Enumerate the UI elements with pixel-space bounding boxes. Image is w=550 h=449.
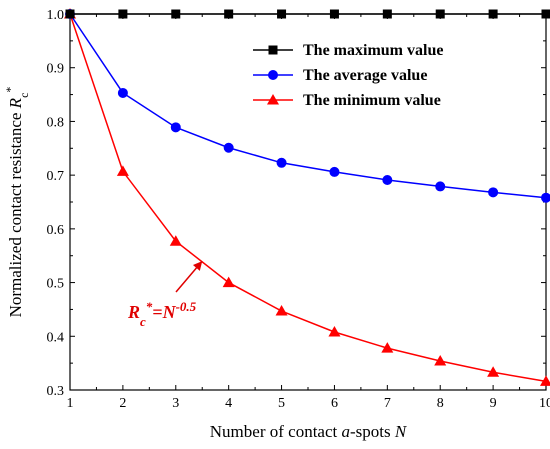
data-point <box>329 166 340 177</box>
x-tick-label: 10 <box>539 396 550 411</box>
x-tick-label: 5 <box>278 396 285 411</box>
annotation: Rc*=N-0.5 <box>127 260 203 329</box>
legend-entry: The maximum value <box>253 42 443 59</box>
legend-entry: The average value <box>253 67 427 84</box>
annotation-part: * <box>146 299 153 314</box>
y-axis-label: Normalized contact resistance Rc* <box>3 87 31 318</box>
legend-entry: The minimum value <box>253 92 441 109</box>
x-axis-label-part: Number of contact <box>210 422 342 441</box>
data-point <box>277 9 287 19</box>
y-tick-label: 0.8 <box>47 115 65 130</box>
legend-label: The maximum value <box>303 42 443 59</box>
x-tick-label: 8 <box>437 396 444 411</box>
data-point <box>540 375 550 386</box>
data-point <box>435 9 445 19</box>
y-tick-label: 0.3 <box>47 384 65 399</box>
y-axis-label-part: R <box>6 97 25 109</box>
x-tick-label: 7 <box>384 396 391 411</box>
data-point <box>169 235 182 246</box>
data-point <box>171 9 181 19</box>
data-point <box>223 142 234 153</box>
legend-label: The average value <box>303 67 427 84</box>
x-axis-label-part: a <box>341 422 350 441</box>
data-point <box>276 157 287 168</box>
y-tick-label: 1.0 <box>47 8 65 23</box>
data-point <box>224 9 234 19</box>
series-line <box>69 13 547 199</box>
data-point <box>488 187 499 198</box>
data-point <box>170 122 181 133</box>
annotation-part: R <box>127 302 140 322</box>
data-point <box>116 165 129 176</box>
y-axis-label-part: * <box>3 87 17 93</box>
x-tick-label: 2 <box>119 396 126 411</box>
x-axis-label-part: -spots <box>350 422 395 441</box>
legend-label: The minimum value <box>303 92 441 109</box>
annotation-part: c <box>140 314 146 329</box>
annotation-part: = <box>152 302 162 322</box>
annotation-text: Rc*=N-0.5 <box>127 299 197 329</box>
data-point <box>382 174 393 185</box>
x-axis-label: Number of contact a-spots N <box>210 422 408 441</box>
legend-marker <box>267 94 279 105</box>
x-tick-label: 9 <box>490 396 497 411</box>
legend-marker <box>268 70 278 80</box>
x-tick-label: 6 <box>331 396 338 411</box>
x-tick-label: 3 <box>172 396 179 411</box>
series-line <box>69 13 547 383</box>
x-tick-label: 4 <box>225 396 232 411</box>
data-point <box>118 9 128 19</box>
data-point <box>541 192 550 203</box>
data-point <box>382 9 392 19</box>
data-point <box>435 181 446 192</box>
y-axis-label-part: c <box>17 93 31 98</box>
y-axis-label-part: Normalized contact resistance <box>6 108 25 317</box>
y-tick-label: 0.5 <box>47 277 65 292</box>
y-tick-label: 0.4 <box>47 330 65 345</box>
data-point <box>222 276 235 288</box>
data-point <box>65 9 75 19</box>
y-tick-label: 0.9 <box>47 62 65 77</box>
data-point <box>488 9 498 19</box>
data-point <box>434 354 447 366</box>
legend: The maximum value The average value The mi… <box>253 42 443 109</box>
legend-marker <box>268 45 278 55</box>
y-axis-ticks: 0.3 0.4 0.5 0.6 0.7 0.8 0.9 1.0 <box>47 8 546 399</box>
series-triangle <box>64 8 550 386</box>
annotation-part: N <box>162 302 177 322</box>
annotation-part: -0.5 <box>176 299 197 314</box>
x-tick-label: 1 <box>67 396 74 411</box>
data-point <box>117 87 128 98</box>
y-tick-label: 0.7 <box>47 169 65 184</box>
series-circle <box>65 9 550 203</box>
data-point <box>487 366 500 377</box>
data-point <box>329 9 339 19</box>
annotation-arrowhead <box>192 261 203 271</box>
y-tick-label: 0.6 <box>47 223 65 238</box>
x-axis-label-part: N <box>394 422 408 441</box>
data-point <box>275 305 288 316</box>
series-layer <box>64 8 550 386</box>
data-point <box>541 9 550 19</box>
series-square <box>65 9 550 19</box>
data-point <box>328 325 341 337</box>
data-point <box>381 342 394 353</box>
